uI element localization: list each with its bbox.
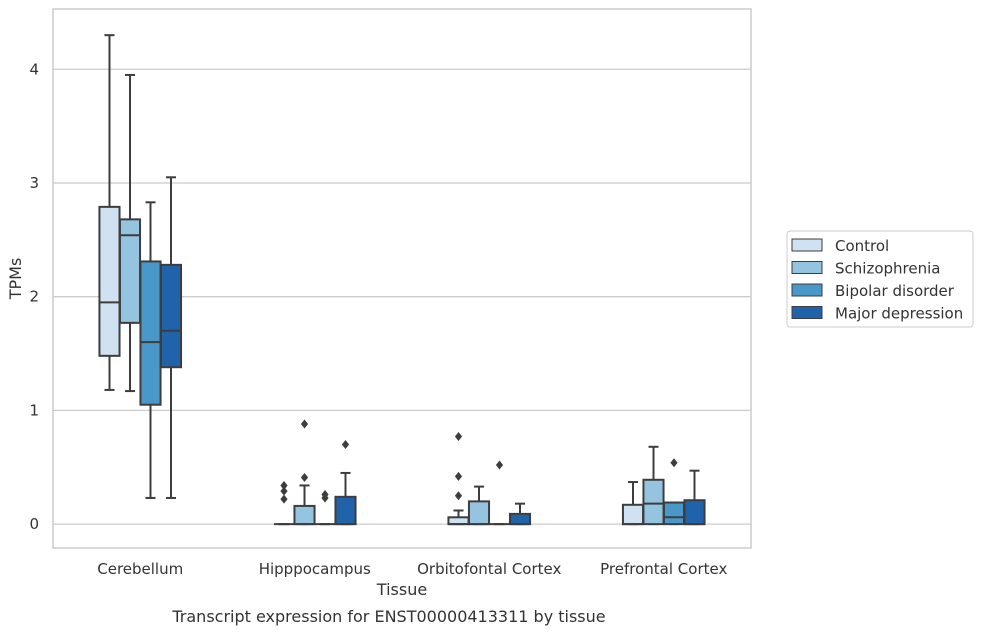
- legend-swatch: [791, 306, 823, 319]
- outlier-point: [300, 472, 309, 482]
- box: [118, 73, 142, 393]
- outlier-point: [670, 458, 678, 468]
- outlier-point: [280, 480, 288, 490]
- y-tick-label: 3: [29, 174, 39, 192]
- box: [159, 176, 183, 499]
- box-body: [334, 495, 357, 526]
- outlier-point: [280, 486, 288, 496]
- series-bipolar-disorder: [139, 201, 686, 526]
- box-body: [642, 478, 665, 526]
- x-tick-label: Hipppocampus: [259, 560, 371, 578]
- box-layer: [98, 34, 706, 526]
- box: [662, 458, 686, 526]
- legend-swatch: [791, 283, 823, 297]
- box-body: [508, 512, 532, 526]
- y-axis-label: TPMs: [6, 258, 25, 301]
- box-body: [662, 501, 686, 526]
- box: [489, 460, 510, 526]
- legend-frame: [786, 230, 974, 328]
- box: [683, 469, 706, 526]
- box-body: [139, 260, 162, 406]
- outlier-point: [300, 419, 309, 429]
- y-tick-label: 2: [29, 288, 39, 306]
- box-body: [683, 499, 706, 526]
- outlier-point: [454, 432, 463, 442]
- box: [467, 485, 491, 526]
- box: [334, 440, 357, 526]
- legend-label: Control: [835, 237, 889, 255]
- outlier-point: [454, 491, 463, 501]
- legend-label: Major depression: [835, 305, 963, 323]
- outlier-point: [454, 471, 463, 481]
- legend-swatch: [791, 261, 823, 274]
- box-body: [98, 205, 121, 357]
- box: [447, 432, 470, 526]
- legend-label: Bipolar disorder: [835, 282, 955, 300]
- chart-caption: Transcript expression for ENST0000041331…: [171, 607, 605, 626]
- x-tick-label: Cerebellum: [97, 560, 183, 578]
- box: [642, 445, 665, 526]
- outlier-point: [321, 490, 329, 500]
- legend-label: Schizophrenia: [835, 260, 940, 278]
- outlier-point: [280, 494, 288, 504]
- legend: Control Schizophrenia Bipolar disorder Majo…: [786, 230, 974, 328]
- box-body: [159, 263, 183, 369]
- box: [98, 34, 121, 391]
- y-tick-label: 1: [29, 401, 39, 419]
- box: [621, 481, 645, 526]
- box-body: [621, 503, 645, 526]
- outlier-point: [495, 460, 504, 470]
- box: [508, 502, 532, 526]
- box-body: [293, 504, 316, 526]
- box: [273, 480, 295, 526]
- x-tick-label: Prefrontal Cortex: [600, 560, 727, 578]
- box: [314, 490, 336, 526]
- x-tick-label: Orbitofontal Cortex: [417, 560, 561, 578]
- y-tick-label: 4: [29, 60, 39, 78]
- box-body: [447, 516, 470, 526]
- plot-frame: [52, 8, 752, 549]
- box: [293, 419, 316, 526]
- series-major-depression: [159, 176, 706, 526]
- x-tick-labels: Cerebellum Hipppocampus Orbitofontal Corte…: [97, 560, 727, 578]
- y-tick-labels: 0 1 2 3 4: [29, 60, 39, 533]
- box-body: [467, 500, 491, 526]
- x-axis-label: Tissue: [376, 580, 427, 599]
- y-tick-label: 0: [29, 515, 39, 533]
- legend-swatch: [791, 238, 823, 252]
- series-schizophrenia: [118, 73, 665, 526]
- outlier-point: [341, 440, 350, 450]
- box: [139, 201, 162, 499]
